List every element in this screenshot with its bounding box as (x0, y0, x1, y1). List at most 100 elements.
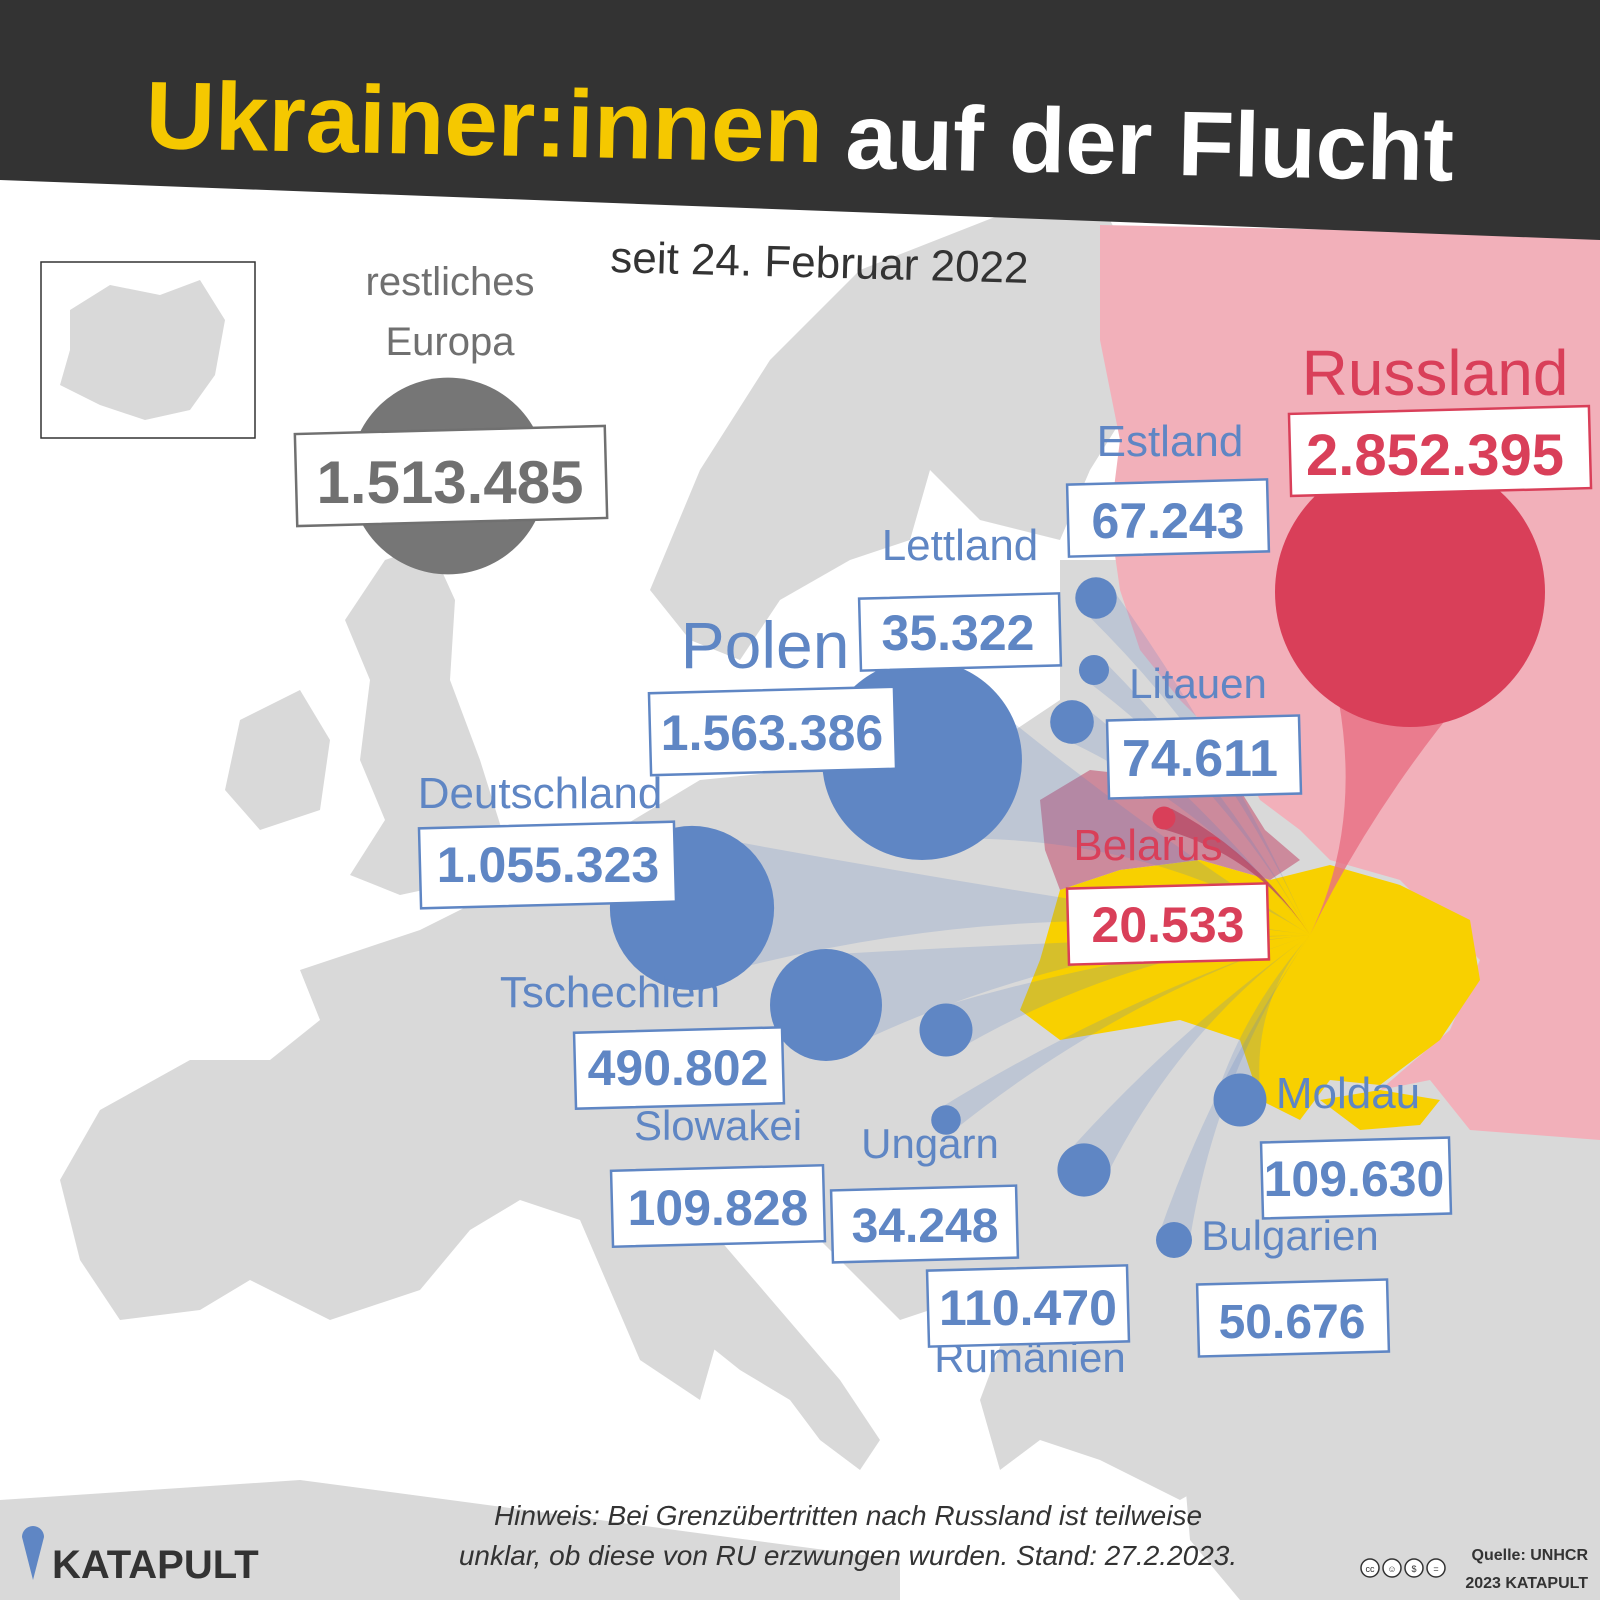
flow-estland (1080, 587, 1310, 935)
country-name-litauen: Litauen (1129, 660, 1267, 707)
country-name-ungarn: Ungarn (861, 1120, 999, 1167)
value-litauen: 74.611 (1122, 730, 1278, 788)
label-polen: Polen 1.563.386 (647, 608, 898, 777)
label-slowakei: Slowakei 109.828 (609, 1102, 827, 1249)
land-uk (345, 545, 505, 895)
value-box-ungarn (829, 1184, 1020, 1264)
value-tschechien: 490.802 (588, 1040, 769, 1096)
bubble-bulgarien (1156, 1222, 1192, 1258)
country-name-russland: Russland (1302, 337, 1569, 409)
value-box-russland (1287, 404, 1593, 498)
value-box-litauen (1105, 714, 1303, 800)
value-ungarn: 34.248 (852, 1200, 999, 1253)
label-litauen: Litauen 74.611 (1105, 660, 1303, 800)
bubble-moldau (1213, 1073, 1267, 1127)
bubble-belarus (1152, 806, 1176, 830)
value-rest: 1.513.485 (317, 449, 584, 516)
value-bulgarien: 50.676 (1219, 1296, 1366, 1349)
country-name-estland: Estland (1097, 417, 1244, 466)
katapult-logo: KATAPULT (22, 1526, 259, 1587)
flow-moldau (1218, 935, 1310, 1110)
bubble-lettland (1078, 654, 1110, 686)
bubble-estland (1075, 577, 1117, 619)
label-ungarn: Ungarn 34.248 (829, 1120, 1020, 1264)
header-band (0, 0, 1600, 240)
flow-lettland (1083, 661, 1310, 935)
title-part2: auf der Flucht (845, 86, 1455, 201)
value-box-moldau (1259, 1136, 1453, 1220)
land-turkey (1180, 1390, 1600, 1600)
by-license-glyph: ☺ (1387, 1564, 1396, 1574)
country-name-deutschland: Deutschland (418, 769, 663, 818)
source-line2: 2023 KATAPULT (1465, 1575, 1588, 1592)
label-deutschland: Deutschland 1.055.323 (417, 769, 678, 910)
label-rest: restliches Europa 1.513.485 (293, 260, 609, 528)
value-russland: 2.852.395 (1306, 423, 1564, 488)
iceland-inset (60, 280, 225, 420)
value-box-slowakei (609, 1163, 827, 1249)
source-line1: Quelle: UNHCR (1472, 1547, 1589, 1564)
nd-license-icon (1426, 1558, 1446, 1578)
flow-rumaenien (1066, 935, 1310, 1187)
country-name-rest-line2: Europa (386, 320, 516, 364)
label-lettland: Lettland 35.322 (857, 521, 1063, 672)
subtitle: seit 24. Februar 2022 (610, 233, 1029, 293)
by-license-icon (1382, 1558, 1402, 1578)
country-name-tschechien: Tschechien (500, 968, 720, 1017)
label-estland: Estland 67.243 (1065, 417, 1271, 558)
label-belarus: Belarus 20.533 (1065, 821, 1271, 966)
value-estland: 67.243 (1092, 493, 1245, 549)
country-name-lettland: Lettland (882, 521, 1039, 570)
bubble-slowakei (919, 1003, 973, 1057)
label-moldau: Moldau 109.630 (1259, 1069, 1453, 1220)
label-tschechien: Tschechien 490.802 (500, 968, 786, 1110)
value-slowakei: 109.828 (628, 1180, 809, 1236)
label-bulgarien: Bulgarien 50.676 (1195, 1212, 1391, 1358)
land-ireland (225, 690, 330, 830)
bubble-rumaenien (1057, 1143, 1111, 1197)
value-box-bulgarien (1195, 1278, 1391, 1358)
bubble-tschechien (770, 949, 882, 1061)
country-labels: restliches Europa 1.513.485 Polen 1.563.386 D… (293, 260, 1593, 1381)
value-moldau: 109.630 (1264, 1151, 1445, 1207)
country-name-polen: Polen (681, 608, 850, 682)
country-name-bulgarien: Bulgarien (1201, 1212, 1378, 1259)
flow-tschechien (818, 935, 1310, 1055)
bubble-russland (1275, 457, 1545, 727)
land-scandinavia (650, 215, 1150, 660)
country-name-belarus: Belarus (1073, 821, 1222, 870)
value-polen: 1.563.386 (661, 705, 883, 761)
value-box-estland (1065, 478, 1271, 558)
flow-deutschland (688, 834, 1310, 982)
cc-license-icon (1360, 1558, 1380, 1578)
country-name-moldau: Moldau (1276, 1069, 1420, 1118)
nd-license-glyph: = (1433, 1564, 1438, 1574)
value-box-lettland (857, 592, 1063, 672)
country-name-rest-line1: restliches (366, 260, 535, 304)
crimea-region (1320, 1090, 1440, 1130)
value-lettland: 35.322 (882, 605, 1035, 661)
value-box-belarus (1065, 882, 1271, 966)
value-box-deutschland (417, 820, 678, 910)
title-part1: Ukrainer:innen (145, 62, 825, 183)
value-belarus: 20.533 (1092, 897, 1245, 953)
note-line2: unklar, ob diese von RU erzwungen wurden… (459, 1540, 1237, 1571)
value-rumaenien: 110.470 (939, 1280, 1117, 1336)
license-icons: cc ☺ $ = (1360, 1558, 1446, 1578)
label-russland: Russland 2.852.395 (1287, 337, 1593, 498)
cc-license-glyph: cc (1366, 1564, 1376, 1574)
brand-name: KATAPULT (52, 1543, 259, 1587)
flow-bulgarien (1159, 935, 1310, 1247)
value-box-rumaenien (925, 1264, 1131, 1348)
flow-slowakei (939, 935, 1310, 1054)
value-deutschland: 1.055.323 (437, 837, 659, 893)
bubble-litauen (1050, 700, 1094, 744)
nc-license-icon (1404, 1558, 1424, 1578)
value-box-rest (293, 424, 609, 528)
country-name-slowakei: Slowakei (634, 1102, 802, 1149)
land-north-africa (0, 1480, 900, 1600)
bubble-ungarn (931, 1105, 961, 1135)
